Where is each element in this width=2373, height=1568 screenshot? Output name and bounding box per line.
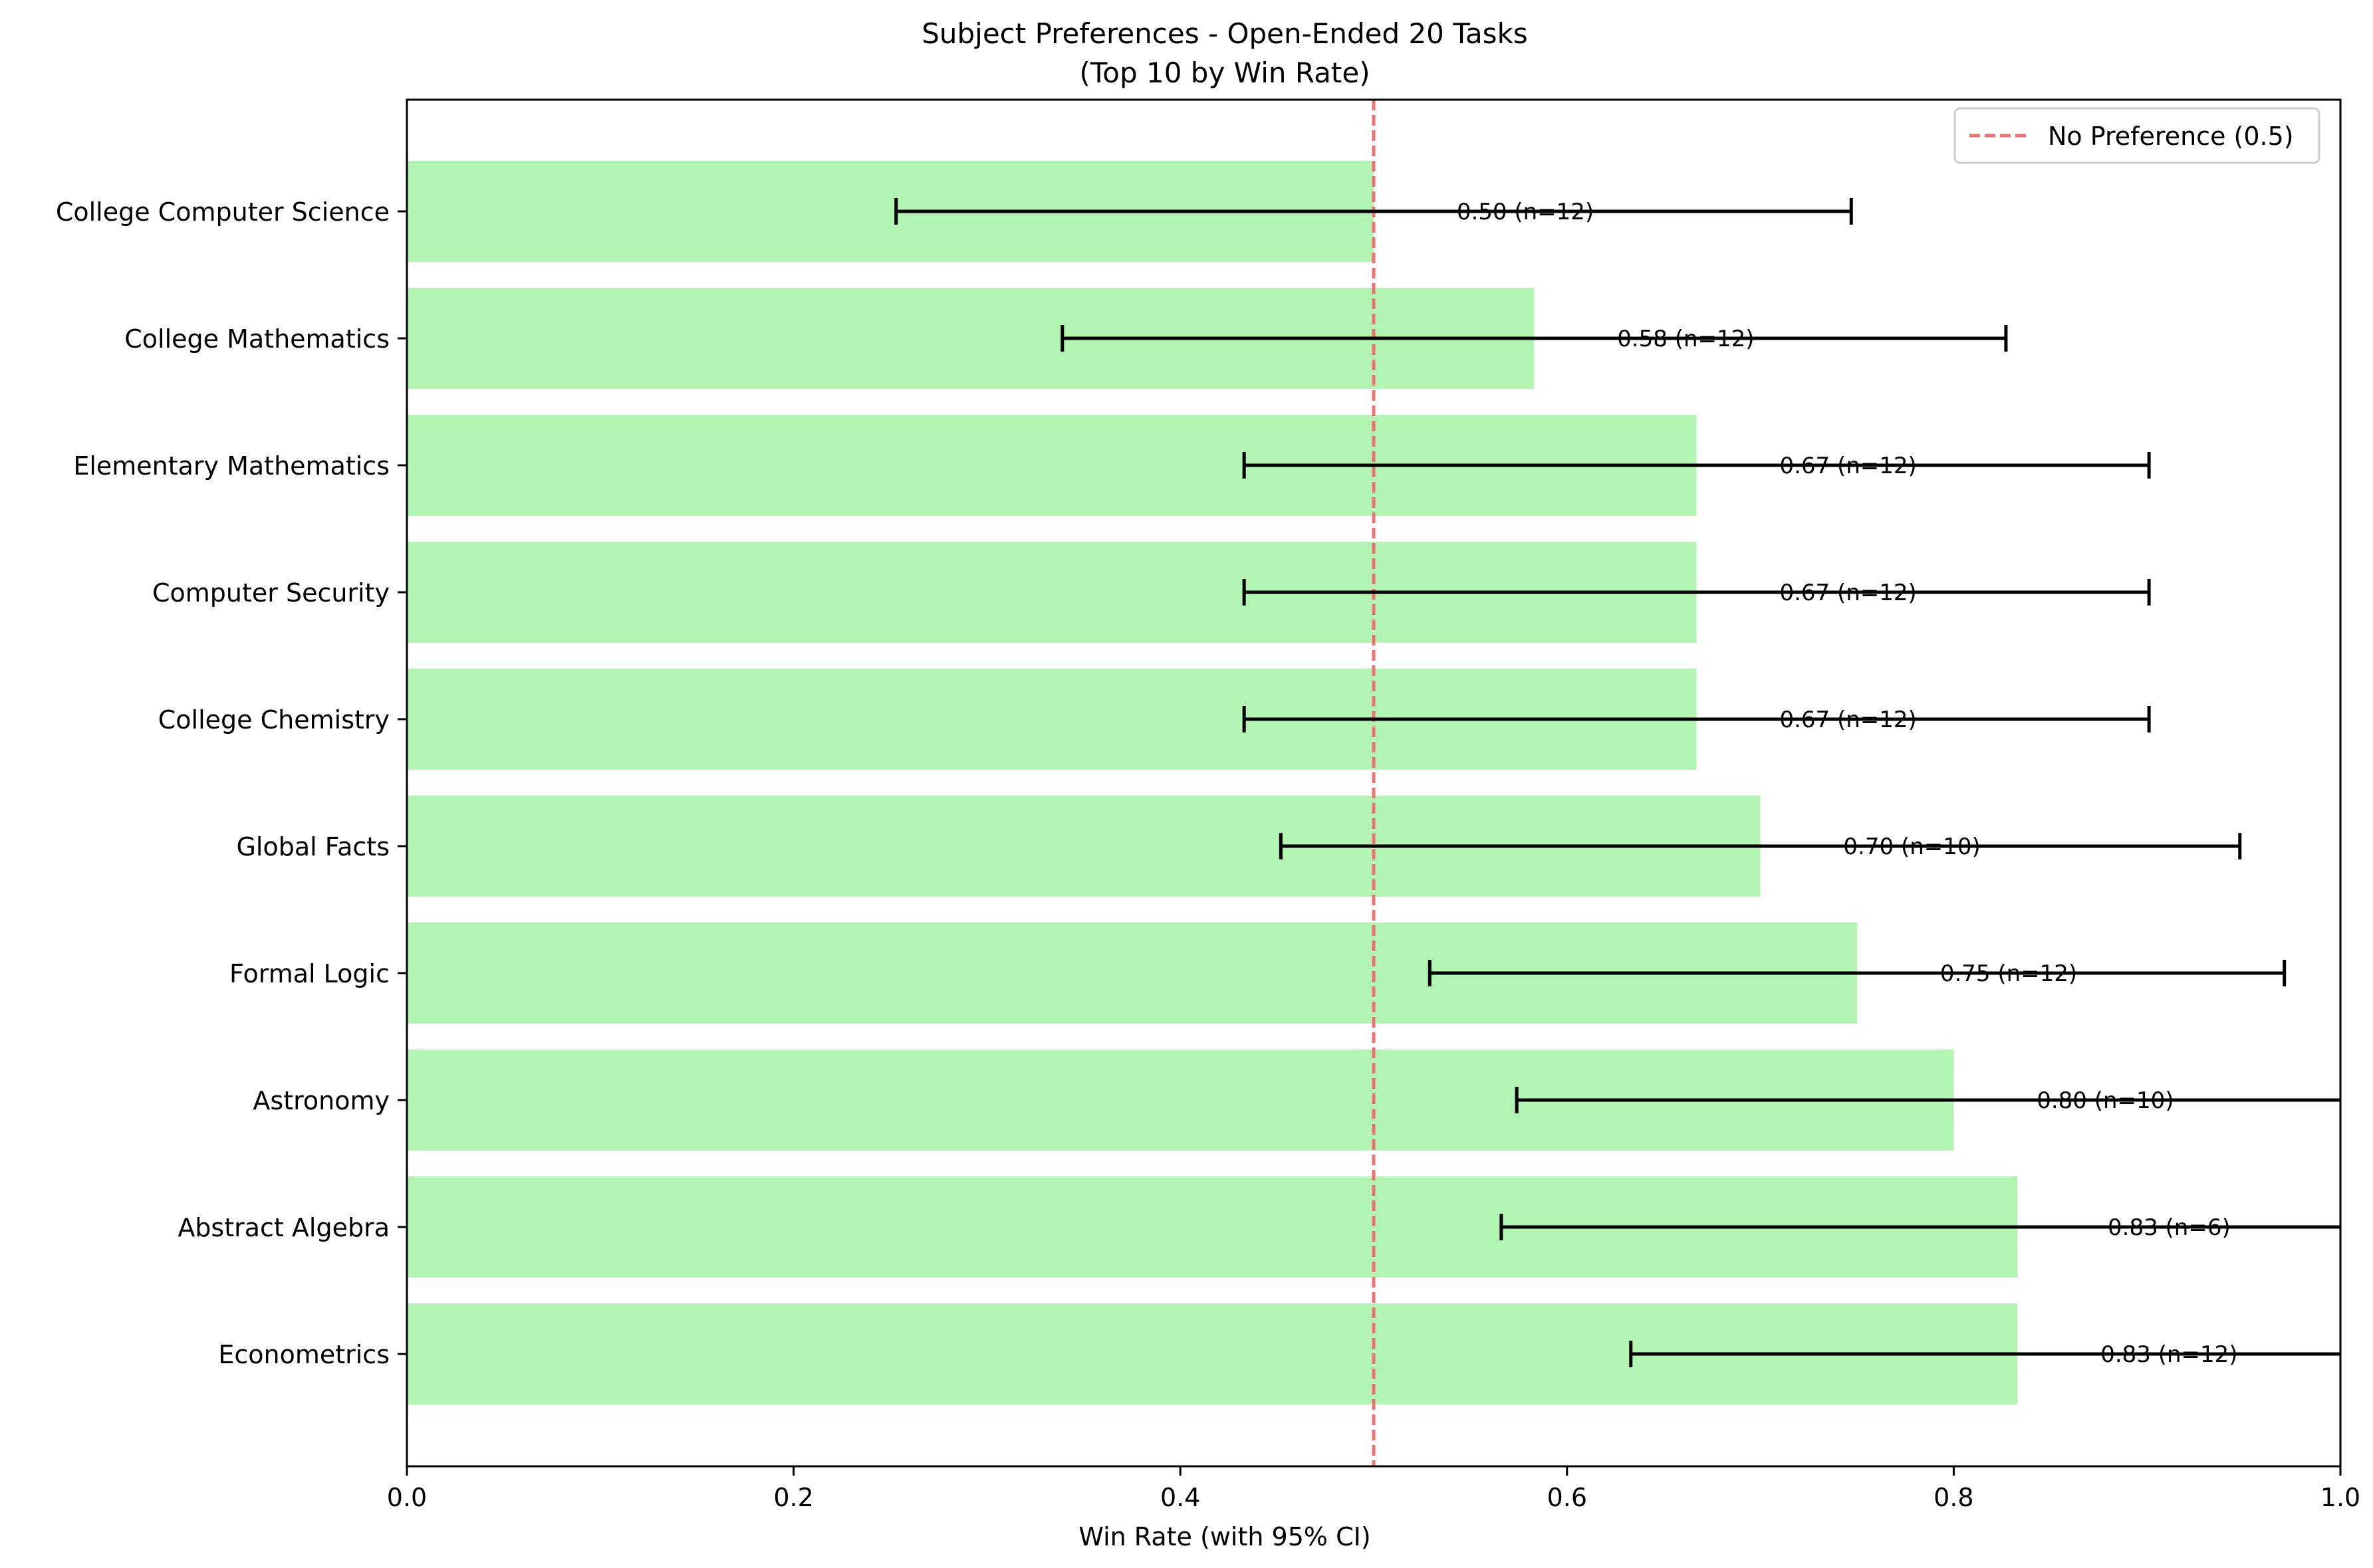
y-tick-label: Abstract Algebra (178, 1213, 390, 1242)
legend: No Preference (0.5) (1953, 107, 2320, 164)
data-label: 0.70 (n=10) (1843, 834, 1980, 860)
legend-entry: No Preference (0.5) (2048, 122, 2294, 151)
y-tick-label: Computer Security (152, 578, 390, 608)
y-tick-label: College Chemistry (158, 705, 390, 734)
chart-title: Subject Preferences - Open-Ended 20 Task… (922, 17, 1528, 50)
data-label: 0.67 (n=12) (1779, 707, 1916, 733)
y-tick-label: Formal Logic (229, 959, 390, 988)
y-tick-label: Astronomy (253, 1086, 390, 1115)
y-tick-label: College Mathematics (124, 324, 390, 354)
data-label: 0.67 (n=12) (1779, 580, 1916, 606)
x-axis-label: Win Rate (with 95% CI) (1078, 1522, 1370, 1551)
y-tick-label: Elementary Mathematics (73, 451, 390, 481)
data-label: 0.58 (n=12) (1617, 326, 1754, 352)
data-label: 0.50 (n=12) (1457, 199, 1594, 225)
x-tick-label: 0.0 (387, 1483, 427, 1512)
data-label: 0.67 (n=12) (1779, 453, 1916, 479)
plot-frame (406, 98, 2342, 1468)
data-label: 0.75 (n=12) (1940, 960, 2077, 987)
chart-subtitle: (Top 10 by Win Rate) (1079, 56, 1370, 89)
legend-box (1953, 107, 2320, 164)
x-tick-label: 0.4 (1160, 1483, 1200, 1512)
data-label: 0.80 (n=10) (2037, 1087, 2174, 1114)
x-tick-label: 0.2 (773, 1483, 813, 1512)
y-tick-label: Global Facts (236, 832, 390, 861)
x-tick-label: 0.8 (1934, 1483, 1973, 1512)
y-tick-label: Econometrics (218, 1340, 390, 1369)
plot-area (407, 100, 2340, 1466)
x-tick-label: 0.6 (1547, 1483, 1587, 1512)
y-tick-label: College Computer Science (56, 197, 390, 227)
x-tick-label: 1.0 (2320, 1483, 2360, 1512)
data-label: 0.83 (n=6) (2108, 1214, 2231, 1241)
data-label: 0.83 (n=12) (2100, 1341, 2237, 1368)
